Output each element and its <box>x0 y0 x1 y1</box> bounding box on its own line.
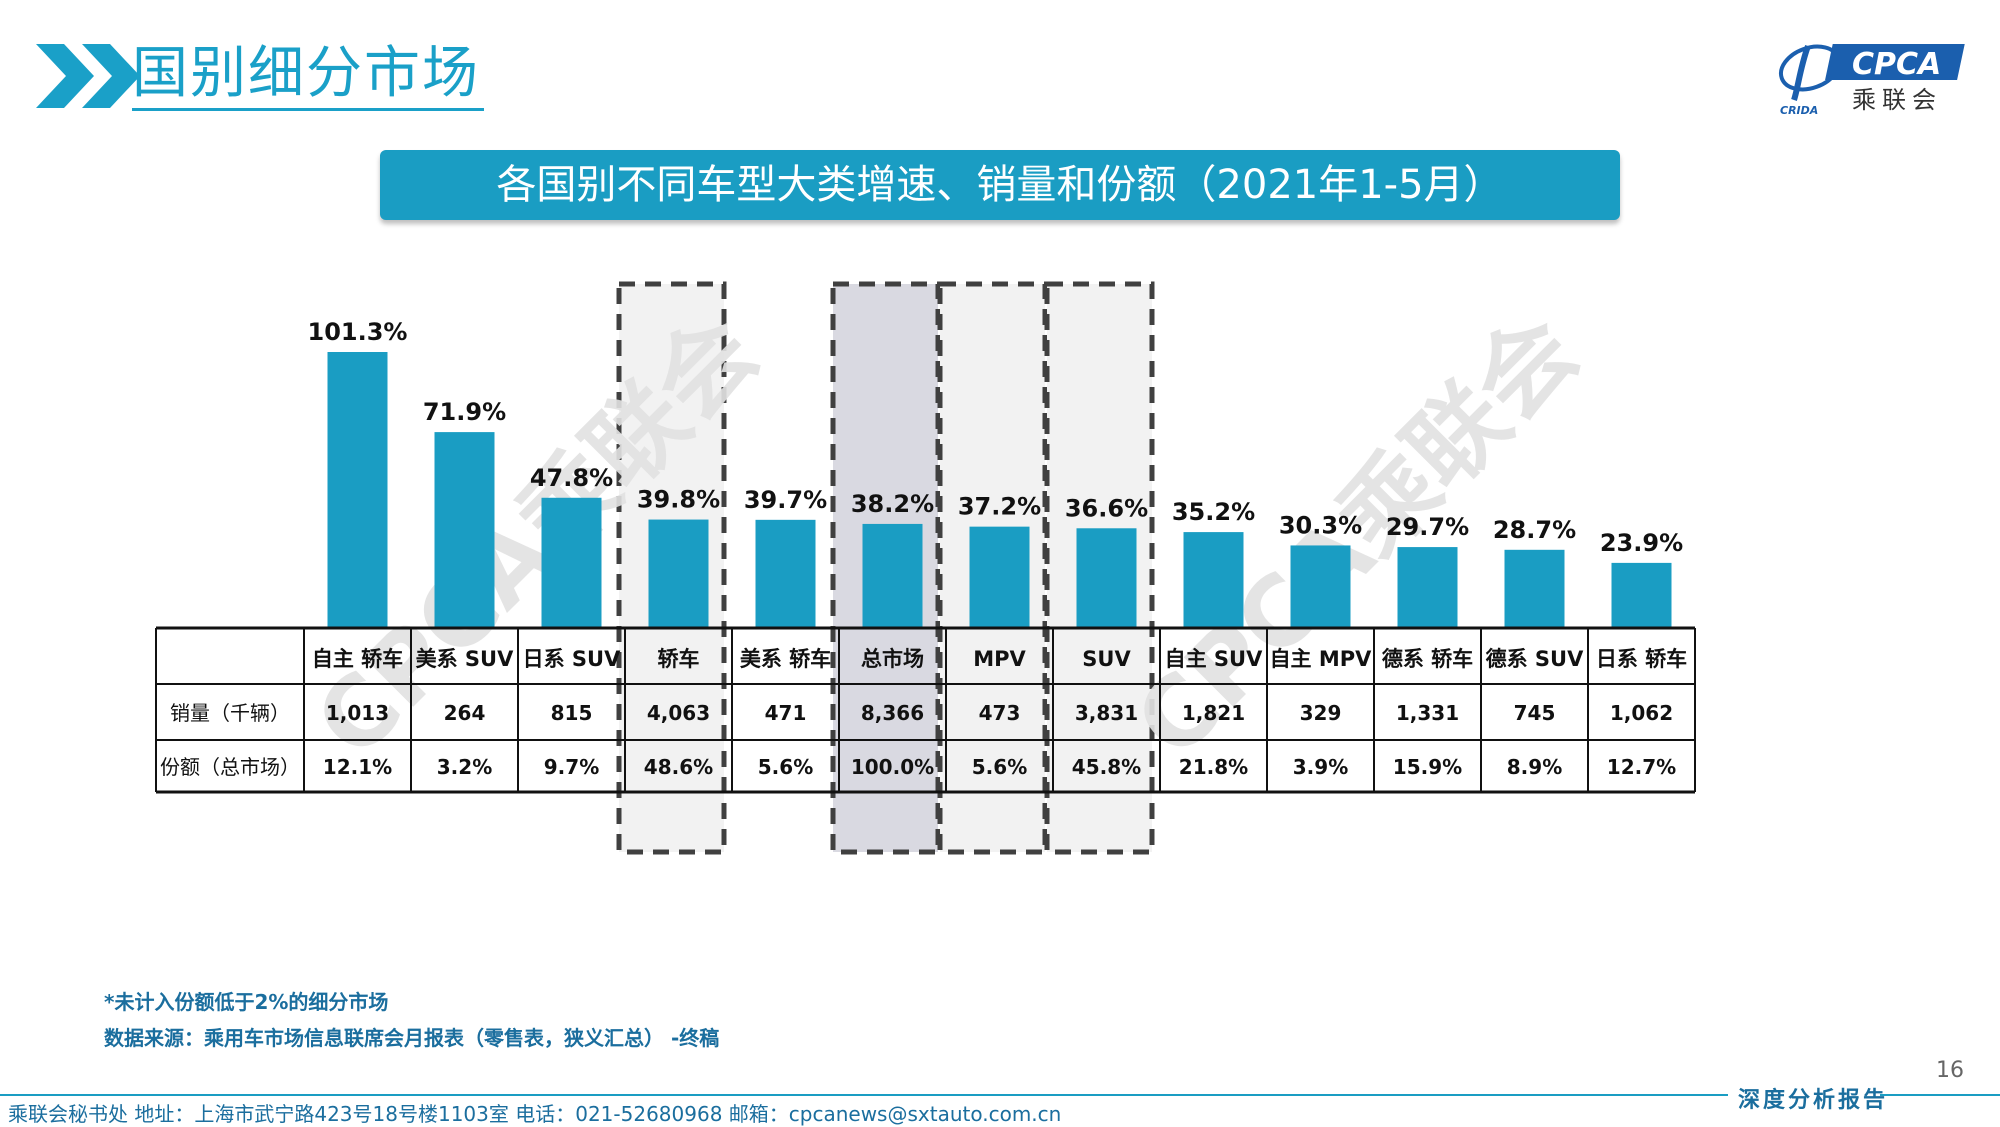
category-label: 美系 轿车 <box>740 647 831 671</box>
data-label: 23.9% <box>1600 529 1683 557</box>
logo-cn-text: 乘联会 <box>1852 86 1942 114</box>
bar <box>1611 562 1672 628</box>
page-title: 国别细分市场 <box>132 41 480 106</box>
data-label: 35.2% <box>1172 498 1255 526</box>
category-label: 自主 轿车 <box>312 647 403 671</box>
data-label: 36.6% <box>1065 494 1148 522</box>
table-cell: 12.7% <box>1607 755 1676 779</box>
table-cell: 1,062 <box>1610 701 1673 725</box>
bar <box>327 352 388 628</box>
table-cell: 100.0% <box>851 755 934 779</box>
cpca-logo: CRIDA CPCA 乘联会 <box>1778 44 1965 117</box>
category-label: 轿车 <box>658 647 700 671</box>
table-cell: 329 <box>1300 701 1342 725</box>
category-label: 自主 SUV <box>1165 647 1263 671</box>
page-number: 16 <box>1936 1058 1964 1083</box>
bar <box>648 519 709 628</box>
data-label: 29.7% <box>1386 513 1469 541</box>
chevron-right-icon <box>36 44 140 108</box>
bar <box>1397 547 1458 628</box>
table-cell: 8.9% <box>1507 755 1562 779</box>
table-cell: 473 <box>979 701 1021 725</box>
bar <box>1076 528 1137 628</box>
data-label: 39.8% <box>637 486 720 514</box>
table-cell: 3,831 <box>1075 701 1138 725</box>
data-label: 71.9% <box>423 398 506 426</box>
data-label: 47.8% <box>530 464 613 492</box>
category-label: 总市场 <box>861 647 924 671</box>
footnote: *未计入份额低于2%的细分市场 <box>104 990 389 1014</box>
logo-small-text: CRIDA <box>1780 104 1818 117</box>
table-cell: 5.6% <box>972 755 1027 779</box>
table-cell: 745 <box>1514 701 1556 725</box>
bar <box>1290 545 1351 628</box>
bar <box>862 523 923 628</box>
footer-contact: 乘联会秘书处 地址：上海市武宁路423号18号楼1103室 电话：021-526… <box>8 1102 1062 1126</box>
bar <box>755 519 816 628</box>
category-label: 美系 SUV <box>416 647 514 671</box>
data-label: 39.7% <box>744 486 827 514</box>
category-label: 日系 轿车 <box>1596 647 1687 671</box>
bar <box>969 526 1030 628</box>
table-cell: 12.1% <box>323 755 392 779</box>
table-cell: 1,013 <box>326 701 389 725</box>
category-label: 日系 SUV <box>523 647 621 671</box>
table-cell: 9.7% <box>544 755 599 779</box>
table-cell: 45.8% <box>1072 755 1141 779</box>
table-cell: 5.6% <box>758 755 813 779</box>
table-cell: 264 <box>444 701 486 725</box>
table-cell: 1,331 <box>1396 701 1459 725</box>
title-underline <box>132 108 484 111</box>
data-label: 30.3% <box>1279 511 1362 539</box>
category-label: MPV <box>973 647 1026 671</box>
table-cell: 8,366 <box>861 701 924 725</box>
row-label: 销量（千辆） <box>170 701 290 725</box>
data-label: 101.3% <box>308 318 408 346</box>
category-label: 自主 MPV <box>1270 647 1373 671</box>
data-source-note: 数据来源：乘用车市场信息联席会月报表（零售表，狭义汇总） -终稿 <box>104 1026 720 1050</box>
data-label: 28.7% <box>1493 516 1576 544</box>
table-cell: 3.2% <box>437 755 492 779</box>
footer-divider <box>0 1094 1728 1096</box>
footer-report-tag: 深度分析报告 <box>1738 1087 1889 1113</box>
chart-title-banner: 各国别不同车型大类增速、销量和份额（2021年1-5月） <box>380 150 1620 220</box>
table-cell: 48.6% <box>644 755 713 779</box>
table-cell: 21.8% <box>1179 755 1248 779</box>
table-cell: 3.9% <box>1293 755 1348 779</box>
data-label: 37.2% <box>958 493 1041 521</box>
bar <box>541 497 602 628</box>
bar <box>434 432 495 628</box>
table-cell: 15.9% <box>1393 755 1462 779</box>
table-cell: 4,063 <box>647 701 710 725</box>
logo-brand-text: CPCA <box>1852 47 1941 82</box>
row-label: 份额（总市场） <box>160 755 300 779</box>
data-label: 38.2% <box>851 490 934 518</box>
category-label: 德系 SUV <box>1486 647 1584 671</box>
table-cell: 1,821 <box>1182 701 1245 725</box>
bar <box>1183 532 1244 628</box>
category-label: SUV <box>1082 647 1131 671</box>
table-cell: 815 <box>551 701 593 725</box>
footer-divider-right <box>1880 1094 2000 1096</box>
category-label: 德系 轿车 <box>1382 647 1473 671</box>
table-cell: 471 <box>765 701 807 725</box>
bar <box>1504 549 1565 628</box>
